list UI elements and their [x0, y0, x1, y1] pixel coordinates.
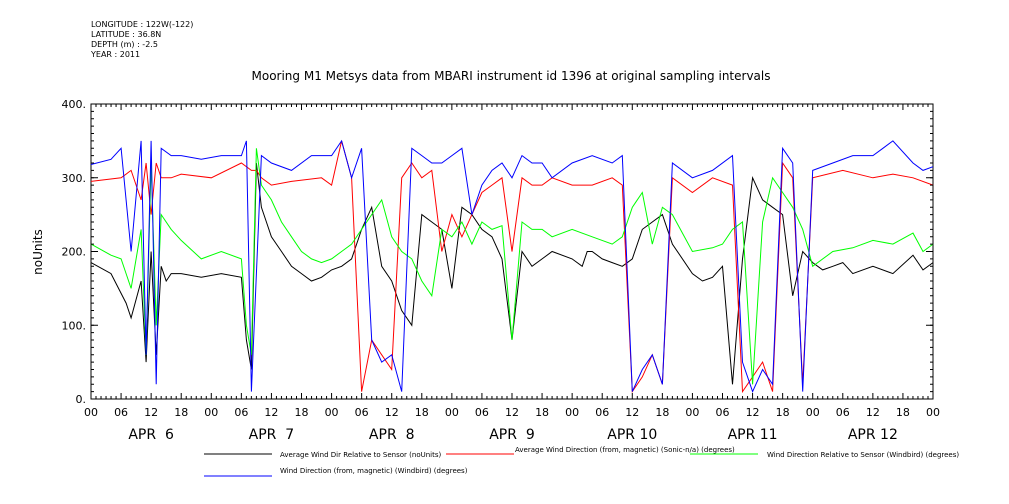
day-label: APR 7: [249, 427, 295, 443]
x-tick-label: 06: [836, 406, 850, 419]
x-tick-label: 18: [174, 406, 188, 419]
x-tick-label: 12: [144, 406, 158, 419]
chart-title: Mooring M1 Metsys data from MBARI instru…: [252, 69, 771, 83]
y-tick-label: 200.: [62, 246, 87, 259]
day-label: APR 11: [728, 427, 778, 443]
x-tick-label: 18: [776, 406, 790, 419]
axes-layer: 0. 100. 200. 300. 400. 00 06 12 18 00 06 12 18 00 06 12…: [62, 98, 941, 443]
x-tick-label: 00: [325, 406, 339, 419]
day-label: APR 9: [489, 427, 535, 443]
x-tick-label: 00: [84, 406, 98, 419]
series-line-4: [90, 139, 934, 393]
x-tick-label: 18: [415, 406, 429, 419]
x-tick-label: 12: [264, 406, 278, 419]
series-line-1: [90, 162, 934, 385]
x-tick-label: 00: [204, 406, 218, 419]
series-layer: [90, 139, 934, 394]
x-tick-label: 12: [866, 406, 880, 419]
x-tick-label: 00: [806, 406, 820, 419]
x-tick-label: 00: [926, 406, 940, 419]
legend-label: Wind Direction Relative to Sensor (Windb…: [767, 451, 959, 459]
x-tick-label: 12: [505, 406, 519, 419]
x-tick-label: 12: [385, 406, 399, 419]
day-label: APR 6: [128, 427, 174, 443]
x-tick-label: 06: [234, 406, 248, 419]
x-tick-label: 18: [896, 406, 910, 419]
day-label: APR 8: [369, 427, 415, 443]
day-label: APR 10: [607, 427, 657, 443]
series-line-3: [90, 148, 934, 385]
y-tick-label: 100.: [62, 319, 87, 332]
y-tick-label: 300.: [62, 172, 87, 185]
y-tick-label: 0.: [76, 393, 87, 406]
legend-label: Average Wind Direction (from, magnetic) …: [515, 446, 735, 454]
x-tick-label: 06: [114, 406, 128, 419]
depth-text: DEPTH (m) : -2.5: [91, 40, 158, 49]
y-tick-label: 400.: [62, 98, 87, 111]
legend-label: Wind Direction (from, magnetic) (Windbir…: [280, 467, 468, 475]
x-tick-label: 18: [655, 406, 669, 419]
x-tick-label: 00: [685, 406, 699, 419]
series-line-2: [90, 140, 934, 394]
x-tick-label: 06: [475, 406, 489, 419]
x-tick-label: 06: [355, 406, 369, 419]
x-tick-label: 00: [445, 406, 459, 419]
legend: Average Wind Dir Relative to Sensor (noU…: [204, 446, 959, 477]
longitude-text: LONGITUDE : 122W(-122): [91, 20, 194, 29]
x-tick-label: 12: [625, 406, 639, 419]
x-tick-label: 12: [746, 406, 760, 419]
legend-label: Average Wind Dir Relative to Sensor (noU…: [280, 451, 441, 459]
x-tick-label: 06: [595, 406, 609, 419]
day-label: APR 12: [848, 427, 898, 443]
y-axis-label: noUnits: [31, 229, 45, 275]
x-tick-label: 18: [295, 406, 309, 419]
x-tick-label: 00: [565, 406, 579, 419]
metadata-block: LONGITUDE : 122W(-122) LATITUDE : 36.8N …: [91, 20, 193, 60]
x-tick-label: 18: [535, 406, 549, 419]
latitude-text: LATITUDE : 36.8N: [91, 30, 162, 39]
x-tick-label: 06: [716, 406, 730, 419]
year-text: YEAR : 2011: [91, 50, 141, 59]
